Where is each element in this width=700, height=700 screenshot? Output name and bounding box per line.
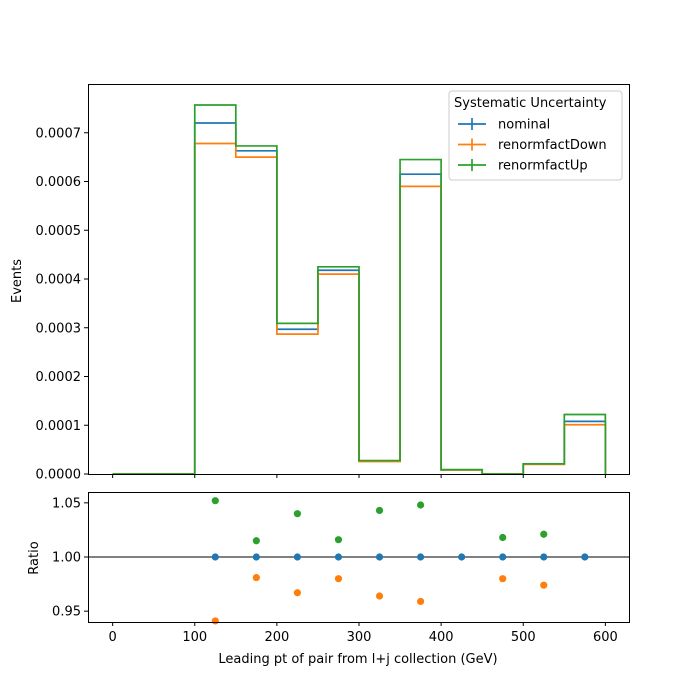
ratio-frame (88, 492, 630, 623)
x-tick-label: 200 (264, 630, 289, 645)
ratio-point-renormfactDown (416, 597, 425, 606)
ratio-point-renormfactDown (293, 589, 302, 597)
legend-title: Systematic Uncertainty (454, 96, 607, 111)
y-tick-label: 0.0005 (36, 224, 82, 239)
x-tick-label: 500 (511, 630, 536, 645)
y-tick-label: 0.0004 (36, 273, 82, 288)
ratio-panel: 0.95 1.00 1.05 0 100 200 300 400 500 600 Ratio L… (27, 492, 630, 667)
legend-label: renormfactUp (498, 159, 588, 174)
ratio-point-renormfactDown (375, 592, 384, 600)
ratio-point-nominal (540, 553, 548, 561)
y-tick-label: 0.0003 (36, 321, 82, 336)
ratio-y-tick-label: 1.05 (52, 496, 81, 511)
ratio-point-renormfactUp (416, 501, 425, 509)
legend-label: nominal (498, 118, 550, 133)
histogram-steps (112, 104, 607, 475)
ratio-y-tick-label: 0.95 (52, 605, 81, 620)
y-axis-ticks: 0.0000 0.0001 0.0002 0.0003 0.0004 0.0005 0.00… (36, 126, 88, 483)
x-tick-label: 100 (182, 630, 207, 645)
y-axis-label-events: Events (10, 259, 25, 303)
legend-box (448, 90, 623, 181)
y-tick-label: 0.0001 (36, 419, 82, 434)
ratio-point-renormfactDown (499, 575, 507, 583)
x-axis-label: Leading pt of pair from l+j collection (… (218, 652, 497, 667)
ratio-points (211, 497, 589, 625)
ratio-point-nominal (416, 553, 425, 561)
histogram-frame (88, 84, 630, 475)
legend: Systematic Uncertainty nominal renormfact… (448, 90, 623, 181)
legend-entry-nominal: nominal (458, 118, 550, 133)
y-tick-label: 0.0002 (36, 370, 82, 385)
ratio-point-nominal (375, 553, 384, 561)
x-tick-label: 0 (108, 630, 116, 645)
y-tick-label: 0.0006 (36, 175, 82, 190)
ratio-point-nominal (211, 553, 219, 561)
y-tick-label: 0.0000 (36, 468, 82, 483)
y-tick-label: 0.0007 (36, 126, 82, 141)
ratio-point-renormfactUp (211, 497, 219, 505)
ratio-point-nominal (458, 553, 466, 561)
ratio-point-nominal (581, 553, 589, 561)
ratio-point-renormfactUp (375, 506, 384, 515)
ratio-point-renormfactDown (252, 573, 260, 582)
ratio-point-nominal (499, 553, 507, 561)
ratio-point-nominal (293, 553, 302, 561)
legend-label: renormfactDown (498, 138, 607, 153)
x-tick-label: 600 (593, 630, 618, 645)
ratio-point-nominal (252, 553, 260, 561)
legend-entry-renormfactDown: renormfactDown (458, 138, 607, 153)
ratio-point-renormfactDown (334, 575, 343, 583)
ratio-point-renormfactDown (211, 617, 219, 625)
histogram-step-renormfactUp (112, 104, 607, 475)
ratio-x-axis-ticks: 0 100 200 300 400 500 600 (108, 622, 618, 645)
x-tick-label: 300 (347, 630, 372, 645)
y-axis-label-ratio: Ratio (27, 541, 42, 574)
legend-entry-renormfactUp: renormfactUp (458, 159, 588, 174)
ratio-y-tick-label: 1.00 (52, 551, 81, 566)
ratio-point-renormfactUp (252, 537, 260, 545)
ratio-y-axis-ticks: 0.95 1.00 1.05 (52, 496, 88, 620)
x-tick-label: 400 (429, 630, 454, 645)
ratio-point-renormfactUp (540, 530, 548, 538)
ratio-point-renormfactUp (499, 533, 507, 542)
histogram-panel: 0.0000 0.0001 0.0002 0.0003 0.0004 0.0005 0.00… (10, 84, 630, 483)
ratio-point-renormfactUp (334, 536, 343, 544)
ratio-point-renormfactDown (540, 581, 548, 589)
ratio-point-nominal (334, 553, 343, 561)
ratio-point-renormfactUp (293, 510, 302, 518)
